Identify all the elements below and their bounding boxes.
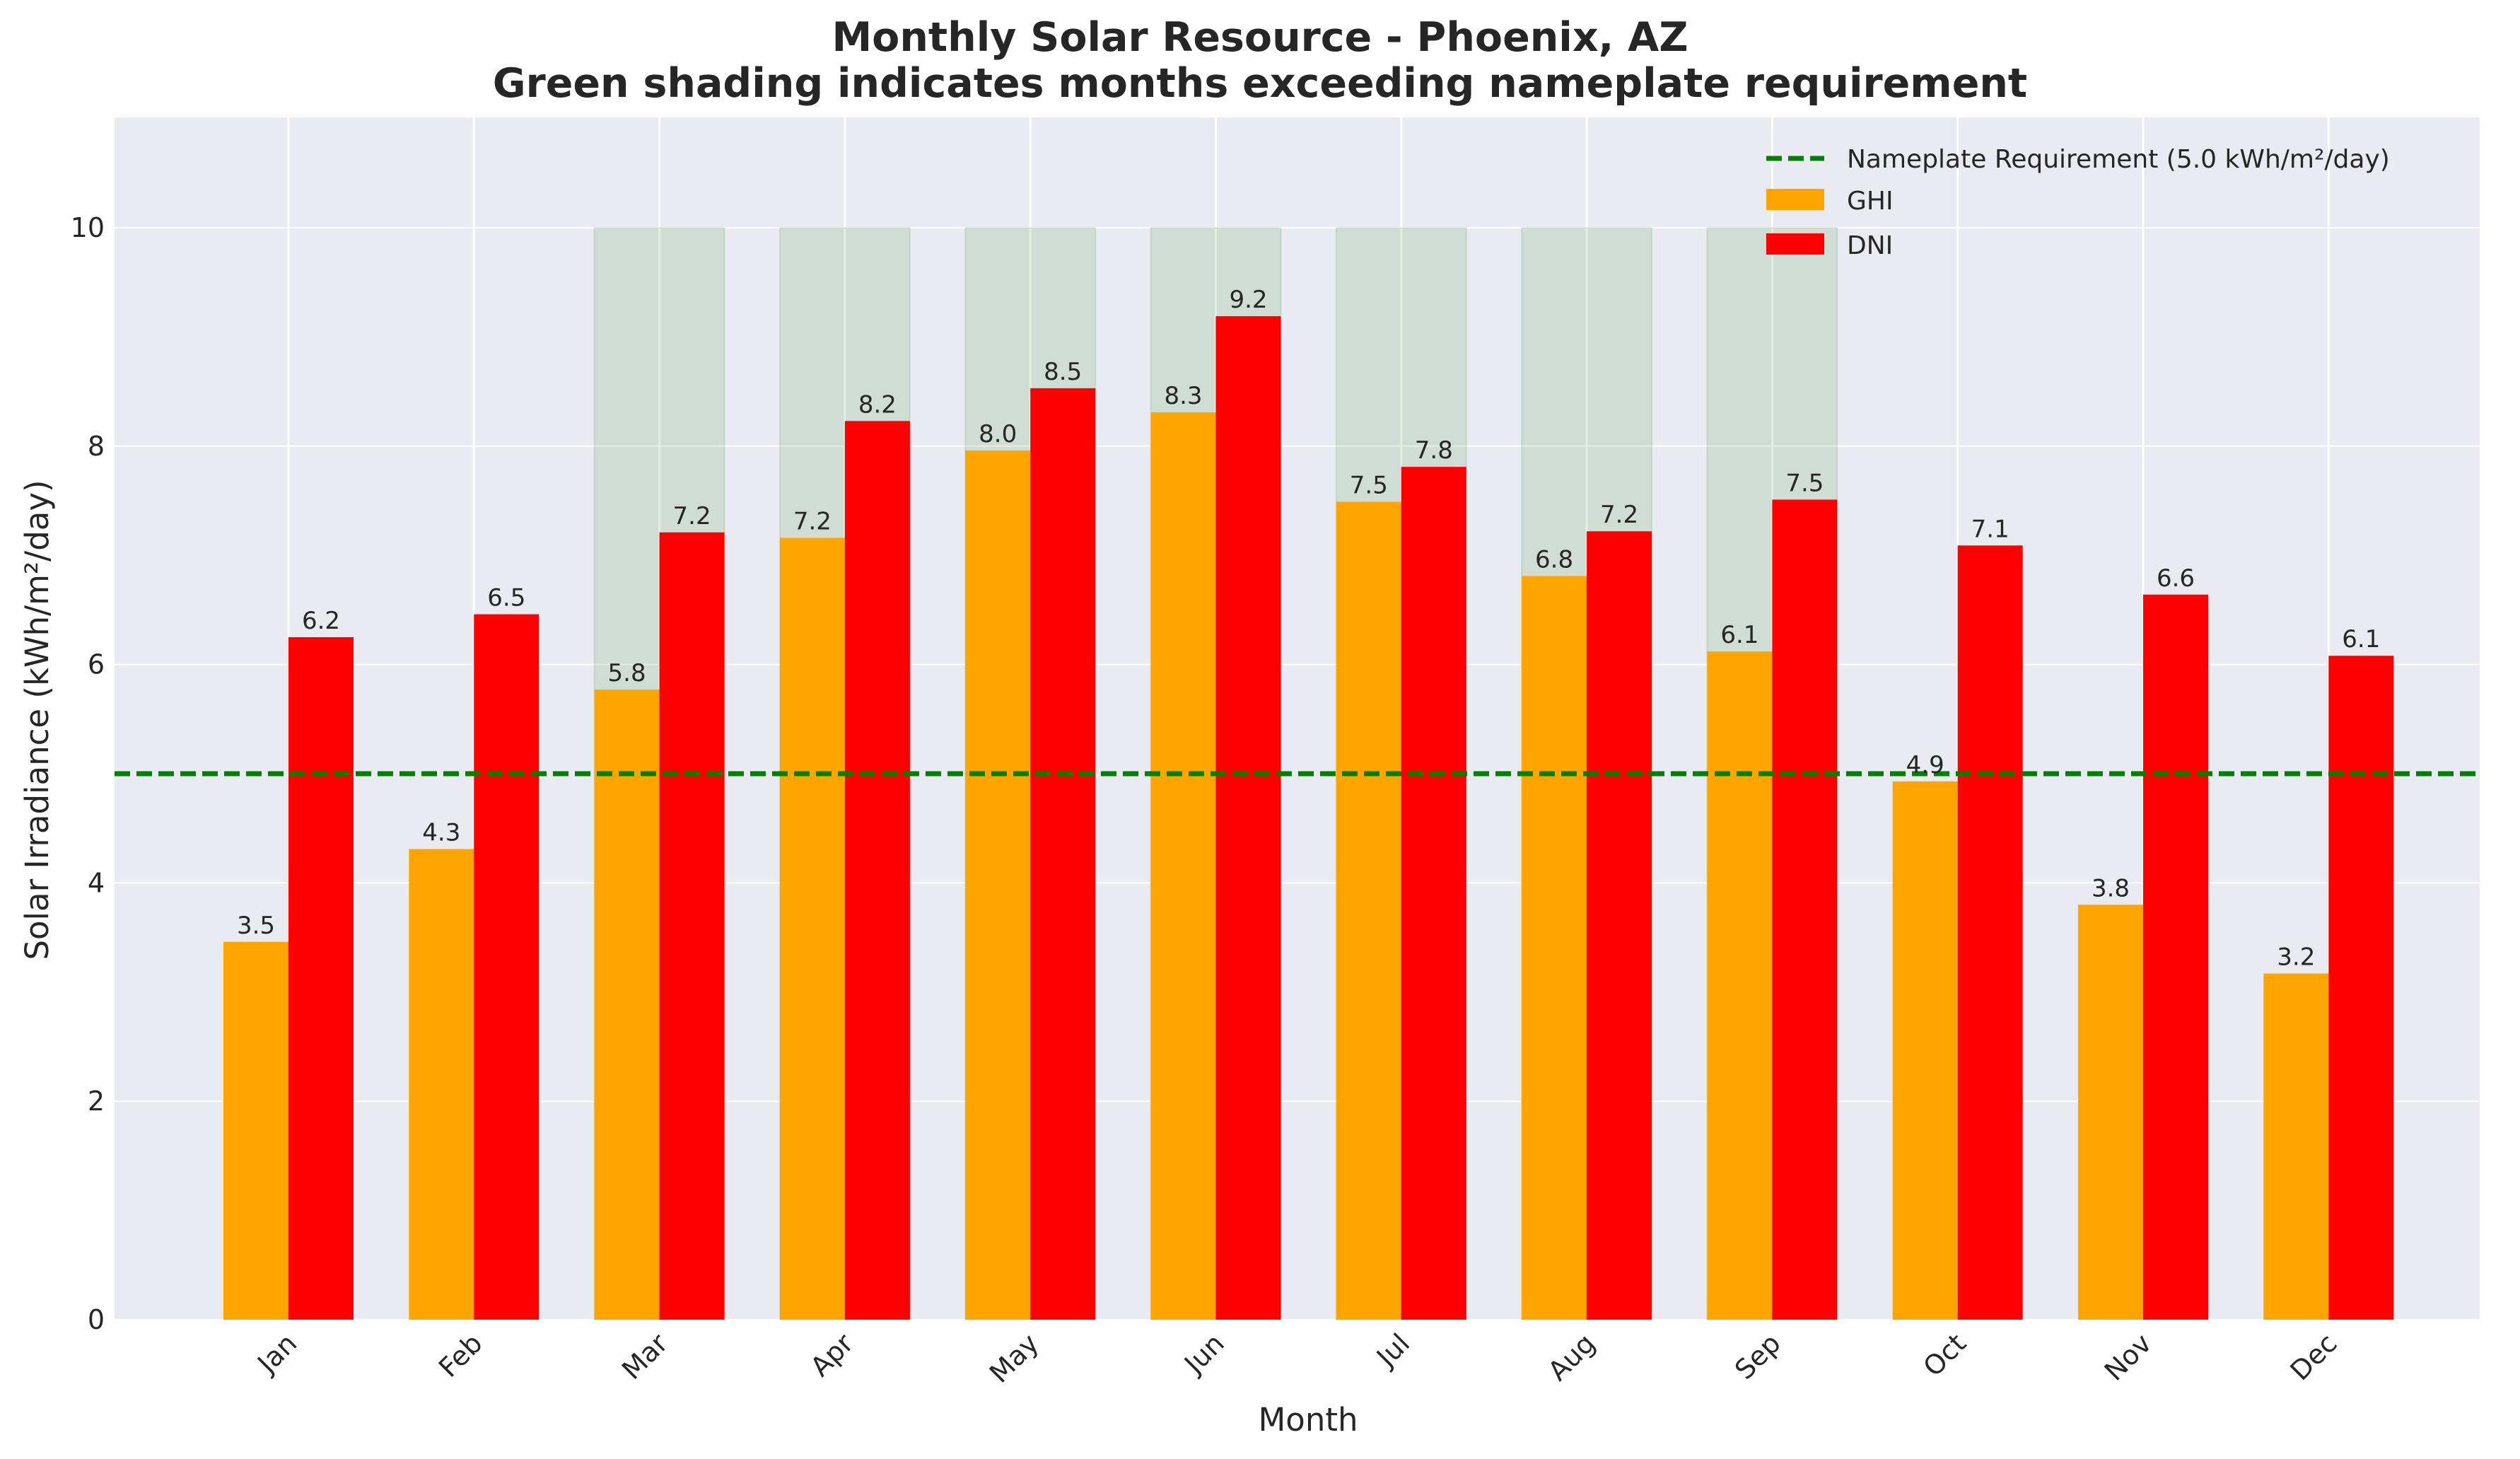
legend-dni-swatch xyxy=(1766,233,1824,255)
legend-label-dni: DNI xyxy=(1847,231,1893,260)
y-tick-label: 6 xyxy=(88,649,105,680)
data-label-ghi-apr: 7.2 xyxy=(793,507,832,535)
bar-ghi-may xyxy=(965,450,1031,1320)
y-axis-label: Solar Irradiance (kWh/m²/day) xyxy=(18,479,56,960)
bar-ghi-jul xyxy=(1336,501,1401,1320)
bars xyxy=(223,316,2394,1320)
data-label-dni-sep: 7.5 xyxy=(1785,469,1824,497)
data-label-ghi-dec: 3.2 xyxy=(2277,943,2315,972)
bar-dni-jun xyxy=(1215,316,1281,1320)
chart-subtitle: Green shading indicates months exceeding… xyxy=(493,60,2027,107)
data-label-ghi-mar: 5.8 xyxy=(608,659,646,687)
data-label-dni-nov: 6.6 xyxy=(2157,564,2195,593)
data-label-ghi-jun: 8.3 xyxy=(1164,382,1202,410)
bar-ghi-nov xyxy=(2078,905,2143,1320)
bar-dni-feb xyxy=(474,614,539,1320)
data-label-dni-jul: 7.8 xyxy=(1415,436,1453,465)
legend-label-ghi: GHI xyxy=(1847,187,1894,216)
y-axis: 0 2 4 6 8 10 xyxy=(71,212,105,1335)
data-labels: 3.5 4.3 5.8 7.2 8.0 8.3 7.5 6.8 6.1 4.9 3.8 3.2 6.2 6… xyxy=(237,286,2380,971)
bar-ghi-apr xyxy=(779,537,845,1320)
data-label-dni-apr: 8.2 xyxy=(858,390,897,419)
bar-dni-mar xyxy=(659,532,725,1320)
bar-dni-jan xyxy=(288,637,354,1320)
data-label-dni-oct: 7.1 xyxy=(1971,515,2009,543)
bar-dni-sep xyxy=(1772,499,1838,1320)
bar-ghi-aug xyxy=(1522,576,1587,1320)
bar-dni-jul xyxy=(1401,467,1466,1320)
bar-ghi-jun xyxy=(1150,412,1216,1320)
bar-ghi-mar xyxy=(594,690,660,1320)
data-label-ghi-nov: 3.8 xyxy=(2092,874,2130,902)
bar-ghi-oct xyxy=(1892,781,1958,1320)
bar-dni-may xyxy=(1030,388,1096,1320)
x-axis-label: Month xyxy=(1258,1401,1358,1438)
bar-ghi-feb xyxy=(409,849,474,1320)
bar-ghi-jan xyxy=(223,941,288,1320)
y-tick-label: 4 xyxy=(88,867,105,898)
data-label-ghi-jan: 3.5 xyxy=(237,912,275,940)
legend: Nameplate Requirement (5.0 kWh/m²/day) G… xyxy=(1766,145,2390,260)
data-label-dni-may: 8.5 xyxy=(1044,358,1082,386)
y-tick-label: 0 xyxy=(88,1304,105,1335)
data-label-ghi-feb: 4.3 xyxy=(422,819,460,847)
data-label-ghi-oct: 4.9 xyxy=(1906,751,1944,779)
bar-ghi-sep xyxy=(1707,651,1773,1320)
legend-label-reference: Nameplate Requirement (5.0 kWh/m²/day) xyxy=(1847,145,2390,174)
y-tick-label: 8 xyxy=(88,431,105,462)
data-label-ghi-sep: 6.1 xyxy=(1720,621,1758,649)
y-tick-label: 2 xyxy=(88,1086,105,1117)
legend-ghi-swatch xyxy=(1766,189,1824,210)
bar-dni-aug xyxy=(1587,531,1652,1320)
data-label-dni-aug: 7.2 xyxy=(1600,501,1638,529)
data-label-dni-feb: 6.5 xyxy=(487,584,525,612)
bar-dni-dec xyxy=(2328,656,2394,1320)
data-label-dni-jun: 9.2 xyxy=(1229,286,1267,314)
bar-dni-apr xyxy=(844,421,910,1320)
chart-title: Monthly Solar Resource - Phoenix, AZ xyxy=(832,14,1688,61)
data-label-ghi-aug: 6.8 xyxy=(1535,546,1573,574)
bar-ghi-dec xyxy=(2263,973,2329,1320)
data-label-dni-jan: 6.2 xyxy=(302,607,340,635)
bar-dni-nov xyxy=(2143,594,2208,1320)
data-label-dni-mar: 7.2 xyxy=(673,502,711,530)
data-label-ghi-jul: 7.5 xyxy=(1350,472,1388,500)
y-tick-label: 10 xyxy=(71,212,105,243)
data-label-dni-dec: 6.1 xyxy=(2342,625,2380,653)
data-label-ghi-may: 8.0 xyxy=(979,420,1017,448)
bar-dni-oct xyxy=(1957,545,2023,1320)
